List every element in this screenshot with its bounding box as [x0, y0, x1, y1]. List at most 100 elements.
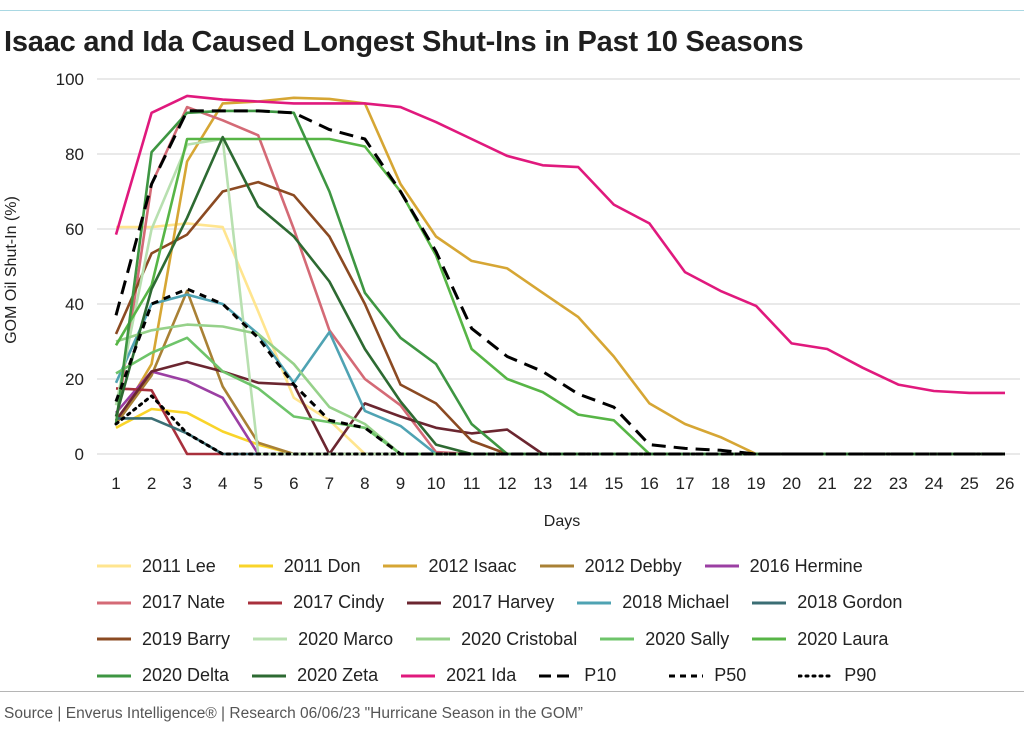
x-tick-label: 20 [782, 474, 801, 493]
x-tick-label: 5 [254, 474, 263, 493]
legend-item: 2020 Cristobal [415, 629, 577, 650]
series-line-2020-sally [115, 336, 1005, 456]
series-line-2012-isaac [114, 96, 1005, 456]
y-tick-label: 80 [65, 145, 84, 164]
legend-item: 2011 Don [238, 555, 361, 577]
legend-label: 2020 Cristobal [461, 628, 578, 649]
x-tick-label: 13 [533, 474, 552, 493]
x-tick-label: 11 [463, 474, 481, 493]
series-line-2020-laura [114, 137, 1005, 456]
legend-item: 2021 Ida [400, 665, 516, 686]
legend-swatch-icon [704, 560, 740, 572]
legend-item: 2018 Gordon [751, 592, 902, 613]
legend-swatch-icon [576, 597, 612, 609]
x-tick-label: 2 [147, 474, 156, 493]
x-tick-label: 8 [360, 474, 369, 493]
series-line-2020-cristobal [115, 323, 1005, 456]
legend-item: 2017 Harvey [406, 592, 554, 613]
x-tick-label: 19 [747, 474, 766, 493]
series-line-2020-marco [114, 137, 1005, 456]
x-tick-label: 14 [569, 474, 588, 493]
x-tick-label: 1 [111, 474, 120, 493]
legend-label: 2011 Lee [142, 555, 216, 576]
legend-label: 2018 Gordon [797, 592, 903, 613]
x-tick-label: 3 [182, 474, 191, 493]
y-tick-label: 40 [65, 295, 84, 314]
y-tick-label: 20 [65, 370, 84, 389]
legend-label: 2017 Nate [142, 592, 226, 613]
legend-swatch-icon [238, 560, 274, 572]
legend-swatch-icon [415, 633, 451, 645]
top-divider [0, 10, 1024, 11]
x-tick-label: 7 [325, 474, 334, 493]
legend-swatch-icon [382, 560, 418, 572]
y-tick-label: 100 [56, 70, 84, 89]
legend-item: 2019 Barry [96, 629, 230, 650]
legend-swatch-icon [599, 633, 635, 645]
legend-label: P50 [714, 665, 747, 686]
legend-label: 2020 Laura [797, 628, 889, 649]
legend-item: 2016 Hermine [704, 556, 863, 577]
legend-label: 2017 Cindy [293, 592, 385, 613]
legend-label: 2016 Hermine [749, 555, 863, 576]
legend-swatch-icon [668, 670, 704, 682]
gridlines [97, 78, 1020, 455]
series-line-2017-cindy [115, 387, 1005, 456]
series-line-2011-don [115, 407, 1005, 456]
legend-label: 2020 Sally [645, 628, 730, 649]
legend-label: 2012 Debby [584, 555, 682, 576]
legend-swatch-icon [252, 633, 288, 645]
x-tick-label: 10 [427, 474, 446, 493]
y-tick-label: 60 [65, 220, 84, 239]
legend-item: 2020 Zeta [251, 665, 378, 686]
series-line-2019-barry [114, 180, 1005, 456]
legend-item: 2020 Sally [599, 629, 729, 650]
legend-swatch-icon [751, 633, 787, 645]
series-line-2011-lee [116, 222, 1005, 456]
legend-swatch-icon [400, 670, 436, 682]
x-tick-label: 16 [640, 474, 659, 493]
x-tick-label: 25 [960, 474, 979, 493]
y-axis-ticks: 0 20 40 60 80 100 [56, 70, 84, 464]
series-line-p90 [114, 394, 1007, 456]
legend-item: P90 [798, 665, 876, 686]
legend-item: 2012 Debby [539, 556, 682, 577]
legend-label: 2011 Don [283, 555, 361, 576]
x-tick-label: 17 [675, 474, 694, 493]
legend-item: P10 [538, 665, 616, 686]
legend-item: 2020 Laura [751, 629, 888, 650]
legend-item: 2017 Nate [96, 592, 225, 613]
x-tick-label: 21 [818, 474, 837, 493]
legend-label: P90 [844, 665, 877, 686]
footer-divider [0, 691, 1024, 692]
legend-swatch-icon [96, 597, 132, 609]
legend-swatch-icon [751, 597, 787, 609]
legend-item: 2020 Delta [96, 665, 229, 686]
y-axis-label: GOM Oil Shut-In (%) [3, 196, 20, 344]
legend-label: 2018 Michael [622, 592, 730, 613]
x-tick-label: 26 [996, 474, 1015, 493]
legend-row: 2020 Delta 2020 Zeta 2021 Ida P10 P50 P90 [96, 658, 996, 695]
legend-label: 2020 Marco [298, 628, 394, 649]
legend-label: 2012 Isaac [428, 555, 517, 576]
x-tick-label: 23 [889, 474, 908, 493]
chart-legend: 2011 Lee 2011 Don 2012 Isaac 2012 Debby 2016… [96, 548, 996, 694]
chart-title: Isaac and Ida Caused Longest Shut-Ins in… [4, 26, 804, 58]
legend-swatch-icon [251, 670, 287, 682]
legend-label: P10 [584, 665, 617, 686]
legend-swatch-icon [96, 670, 132, 682]
source-note: Source | Enverus Intelligence® | Researc… [4, 705, 583, 722]
legend-item: 2020 Marco [252, 629, 393, 650]
legend-label: 2019 Barry [142, 628, 231, 649]
x-axis-label: Days [544, 513, 580, 530]
legend-label: 2020 Zeta [297, 665, 379, 686]
y-tick-label: 0 [75, 445, 84, 464]
legend-row: 2017 Nate 2017 Cindy 2017 Harvey 2018 Micha… [96, 585, 996, 622]
x-tick-label: 15 [604, 474, 623, 493]
legend-item: 2018 Michael [576, 592, 729, 613]
legend-item: 2011 Lee [96, 556, 216, 577]
x-tick-label: 18 [711, 474, 730, 493]
legend-item: P50 [668, 665, 746, 686]
x-tick-label: 9 [396, 474, 405, 493]
legend-row: 2019 Barry 2020 Marco 2020 Cristobal 2020 S… [96, 621, 996, 658]
